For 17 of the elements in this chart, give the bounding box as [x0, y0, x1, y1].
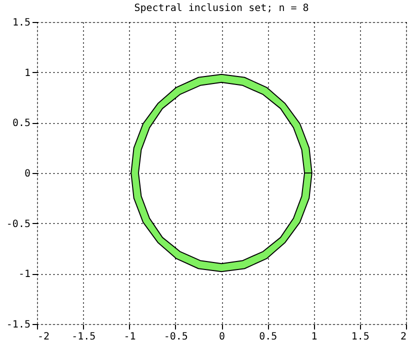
y-tick-label: 0 — [24, 168, 30, 180]
x-tick-label: 0 — [218, 332, 226, 342]
x-tick-label: -1.5 — [72, 332, 96, 342]
x-tick-label: 0.5 — [259, 332, 278, 342]
x-tick-label: 1.5 — [351, 332, 370, 342]
y-tick-label: -0.5 — [6, 218, 30, 230]
x-tick-label: 2 — [400, 332, 406, 342]
x-tick-label: -2 — [38, 332, 50, 342]
chart-title: Spectral inclusion set; n = 8 — [134, 3, 309, 14]
x-tick-label: -0.5 — [164, 332, 188, 342]
y-tick-label: 1.5 — [12, 18, 30, 28]
y-tick-label: -1.5 — [6, 320, 30, 330]
x-tick-label: 1 — [311, 332, 318, 342]
y-tick-label: -1 — [18, 269, 30, 280]
x-tick-label: -1 — [124, 332, 136, 342]
y-tick-label: 0.5 — [12, 118, 30, 130]
y-tick-label: 1 — [24, 68, 30, 79]
